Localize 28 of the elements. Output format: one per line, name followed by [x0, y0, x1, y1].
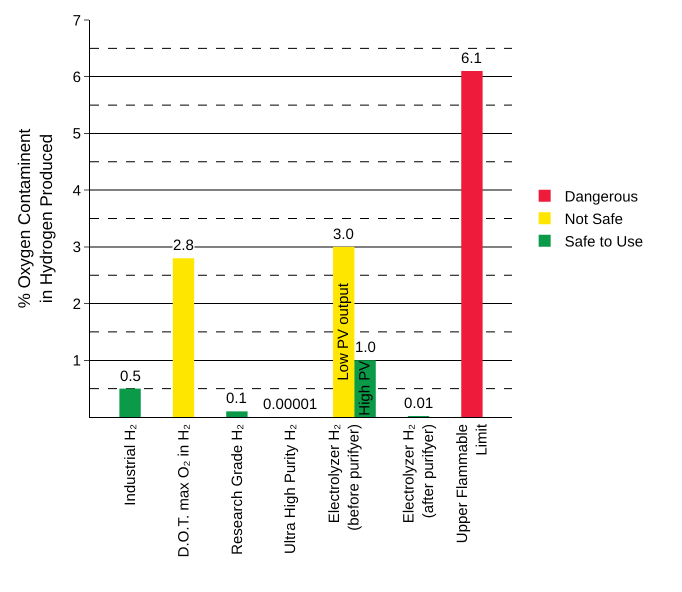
x-tick-label: Electrolyzer H₂ (after purifyer) [400, 424, 438, 524]
y-tick-label: 7 [72, 12, 81, 30]
y-tick-label: 2 [72, 296, 81, 313]
annotation: High PV [356, 360, 374, 416]
x-tick-label: Electrolyzer H₂ (before purifyer) [326, 424, 362, 531]
legend-label: Dangerous [564, 188, 638, 206]
legend-label: Safe to Use [564, 234, 644, 251]
legend-label: Not Safe [564, 211, 624, 228]
x-tick-label: Industrial H₂ [122, 424, 139, 506]
data-label: 3.0 [333, 226, 354, 243]
data-label: 1.0 [355, 339, 376, 356]
data-label: 0.01 [404, 395, 434, 412]
data-label: 6.1 [461, 50, 482, 67]
x-tick-label: D.O.T. max O₂ in H₂ [175, 424, 192, 558]
x-tick-label: Upper Flammable Limit [454, 423, 491, 544]
y-axis-title: % Oxygen Contaminent in Hydrogen Produced [15, 128, 56, 308]
data-label: 0.00001 [263, 396, 318, 413]
x-tick-label: Research Grade H₂ [228, 424, 246, 555]
y-tick-label: 5 [72, 126, 81, 143]
data-label: 0.1 [226, 390, 247, 407]
annotation: Low PV output [334, 282, 352, 381]
y-tick-label: 1 [72, 352, 81, 370]
x-tick-label: Ultra High Purity H₂ [282, 424, 300, 554]
data-label: 2.8 [173, 237, 194, 254]
y-tick-label: 3 [72, 239, 81, 256]
y-tick-label: 6 [72, 68, 81, 86]
y-tick-label: 4 [72, 182, 81, 200]
data-label: 0.5 [120, 368, 141, 385]
